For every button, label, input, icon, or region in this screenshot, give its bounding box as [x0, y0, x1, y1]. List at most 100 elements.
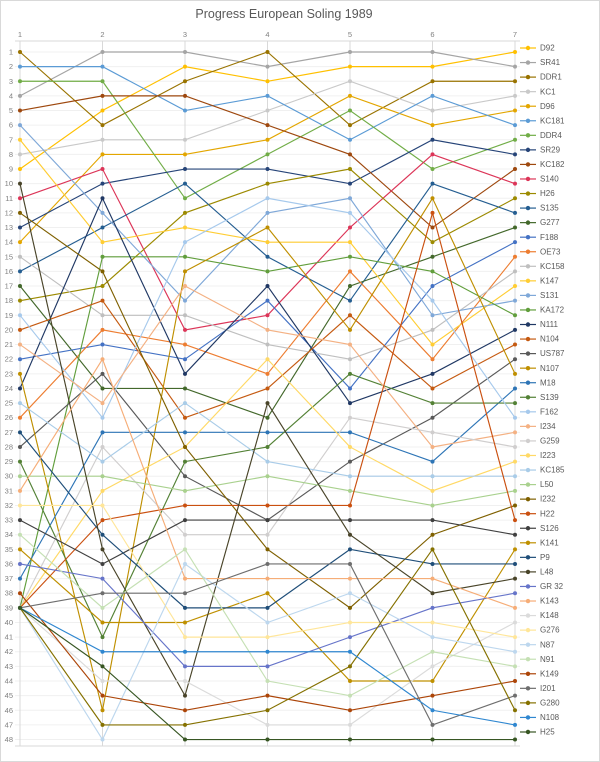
series-marker [348, 722, 352, 727]
y-tick-label: 43 [5, 662, 13, 671]
legend-label: N87 [540, 640, 555, 649]
series-marker [18, 488, 22, 493]
series-marker [18, 284, 22, 289]
y-tick-label: 47 [5, 720, 13, 729]
series-marker [265, 518, 270, 523]
legend-marker [525, 467, 531, 473]
series-marker [100, 444, 105, 449]
series-marker [100, 635, 105, 640]
series-marker [430, 722, 435, 727]
series-marker [513, 635, 517, 640]
legend-item: N87 [520, 640, 555, 649]
legend-item: I201 [520, 684, 556, 693]
y-tick-label: 30 [5, 472, 13, 481]
series-marker [265, 50, 270, 54]
legend-marker [525, 715, 531, 720]
series-marker [513, 269, 517, 274]
series-marker [100, 313, 105, 318]
legend-label: D96 [540, 102, 555, 111]
series-marker [100, 591, 105, 596]
y-tick-label: 16 [5, 267, 13, 276]
series-marker [100, 722, 105, 727]
y-tick-label: 14 [5, 238, 13, 247]
series-marker [513, 605, 517, 610]
legend-label: KC181 [540, 116, 565, 125]
series-marker [348, 313, 352, 318]
legend-marker [525, 118, 531, 123]
series-KC182 [18, 93, 517, 230]
series-G276 [18, 503, 517, 640]
legend-item: S139 [520, 393, 559, 402]
legend-label: KC185 [540, 466, 565, 475]
legend-label: L48 [540, 568, 554, 577]
series-marker [513, 342, 517, 347]
series-marker [18, 342, 22, 347]
legend-item: US787 [520, 349, 565, 358]
axis-labels: 1 2 3 4 5 6 7123456789101112131415161718192021… [5, 30, 517, 744]
series-marker [348, 737, 352, 742]
series-marker [183, 547, 187, 552]
series-marker [430, 576, 435, 581]
legend-marker [525, 234, 531, 240]
legend-item: L48 [520, 568, 554, 577]
series-marker [183, 722, 187, 727]
series-marker [18, 79, 22, 84]
series-marker [430, 532, 435, 537]
legend-item: I234 [520, 422, 556, 431]
series-marker [18, 298, 22, 303]
series-marker [18, 167, 22, 172]
y-tick-label: 41 [5, 633, 13, 642]
series-marker [430, 313, 435, 318]
legend-marker [525, 686, 531, 691]
series-S140 [18, 152, 517, 332]
legend-item: K143 [520, 597, 559, 606]
legend-item: KC158 [520, 262, 565, 271]
series-marker [183, 181, 187, 186]
series-marker [183, 401, 187, 406]
legend-item: H26 [520, 189, 555, 198]
legend-marker [525, 133, 531, 138]
series-marker [265, 79, 270, 84]
series-marker [513, 693, 517, 698]
series-marker [18, 386, 22, 391]
series-marker [183, 327, 187, 332]
series-marker [348, 605, 352, 610]
series-marker [265, 722, 270, 727]
series-marker [430, 342, 435, 347]
legend-label: KC1 [540, 87, 556, 96]
series-marker [513, 459, 517, 464]
series-marker [430, 123, 435, 128]
series-marker [183, 605, 187, 610]
series-marker [183, 269, 187, 274]
legend-label: S139 [540, 393, 559, 402]
series-marker [430, 196, 435, 201]
series-marker [513, 181, 517, 186]
series-marker [18, 313, 22, 318]
series-marker [265, 737, 270, 742]
x-tick-label: 3 [183, 30, 187, 39]
legend-marker [525, 540, 531, 546]
series-marker [513, 547, 517, 552]
legend-item: K141 [520, 538, 559, 547]
series-marker [183, 693, 187, 698]
series-marker [100, 518, 105, 523]
series-OE73 [18, 254, 517, 420]
legend-label: H26 [540, 189, 555, 198]
series-marker [100, 240, 105, 245]
series-marker [513, 123, 517, 128]
series-marker [183, 444, 187, 449]
series-marker [18, 108, 22, 113]
legend-marker [525, 395, 531, 400]
series-marker [18, 50, 22, 54]
series-marker [100, 298, 105, 303]
series-D96 [18, 93, 517, 245]
y-tick-label: 10 [5, 179, 13, 188]
series-marker [100, 123, 105, 128]
series-marker [513, 210, 517, 215]
series-marker [183, 635, 187, 640]
legend-label: I223 [540, 451, 556, 460]
y-tick-label: 44 [5, 677, 13, 686]
series-S131 [18, 123, 517, 318]
legend-label: N107 [540, 364, 560, 373]
